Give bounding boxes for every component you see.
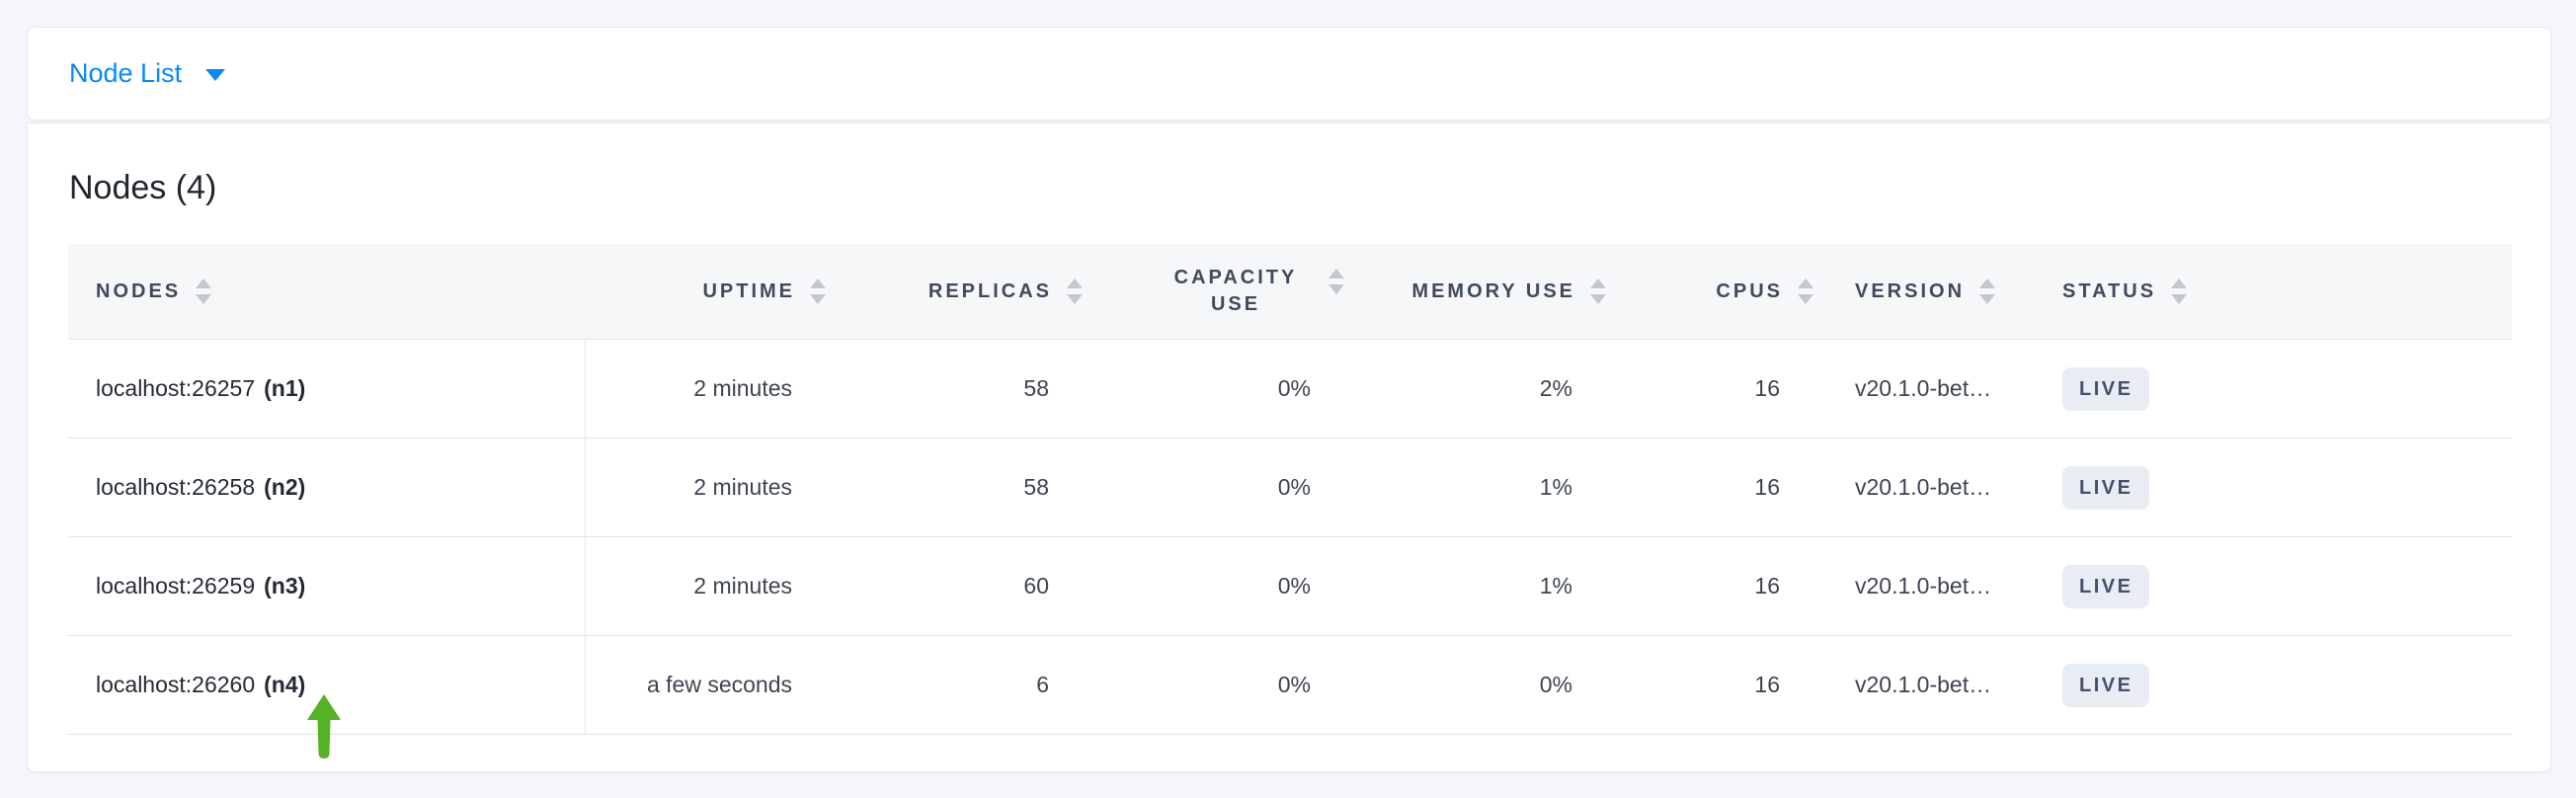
node-cell: localhost:26258 (n2) — [68, 438, 586, 537]
cpus-cell: 16 — [1616, 339, 1823, 439]
sort-icon — [1067, 279, 1083, 304]
sort-icon — [196, 279, 212, 304]
node-list-dropdown[interactable]: Node List — [69, 58, 226, 88]
status-cell: LIVE — [2051, 635, 2512, 735]
version-cell: v20.1.0-bet… — [1823, 536, 2051, 636]
capacity-use-cell: 0% — [1092, 438, 1354, 537]
cpus-cell: 16 — [1616, 536, 1823, 636]
node-address-link[interactable]: localhost:26257 — [96, 375, 256, 401]
status-cell: LIVE — [2051, 339, 2512, 439]
nodes-card: Nodes (4) NODES UPTIME — [27, 122, 2551, 772]
table-header-row: NODES UPTIME REPLICAS — [68, 244, 2512, 340]
column-label: VERSION — [1855, 279, 1966, 302]
status-cell: LIVE — [2051, 438, 2512, 537]
replicas-cell: 58 — [836, 438, 1092, 537]
status-badge: LIVE — [2062, 366, 2150, 411]
node-cell: localhost:26259 (n3) — [68, 536, 586, 636]
sort-icon — [1979, 279, 1996, 304]
version-cell: v20.1.0-bet… — [1823, 438, 2051, 537]
node-address-link[interactable]: localhost:26260 — [96, 672, 256, 697]
node-cell: localhost:26257 (n1) — [68, 339, 586, 439]
node-id: (n1) — [264, 375, 306, 401]
sort-icon — [2171, 279, 2188, 304]
node-list-table: NODES UPTIME REPLICAS — [68, 244, 2512, 735]
table-row-n3[interactable]: localhost:26259 (n3) 2 minutes 60 0% 1% 1… — [68, 536, 2512, 636]
node-id: (n4) — [264, 672, 306, 697]
replicas-cell: 58 — [836, 339, 1092, 439]
column-header-capacity-use[interactable]: CAPACITY USE — [1092, 244, 1354, 340]
column-header-status[interactable]: STATUS — [2051, 244, 2512, 340]
capacity-use-cell: 0% — [1092, 536, 1354, 636]
page-title: Nodes (4) — [69, 169, 217, 206]
uptime-cell: 2 minutes — [585, 438, 836, 537]
capacity-use-cell: 0% — [1092, 339, 1354, 439]
sort-icon — [1328, 269, 1344, 294]
node-list-dropdown-label: Node List — [69, 58, 183, 88]
table-row-n1[interactable]: localhost:26257 (n1) 2 minutes 58 0% 2% 1… — [68, 339, 2512, 439]
column-header-memory-use[interactable]: MEMORY USE — [1354, 244, 1616, 340]
sort-icon — [1798, 279, 1813, 304]
memory-use-cell: 0% — [1354, 635, 1616, 735]
column-header-nodes[interactable]: NODES — [68, 244, 585, 340]
node-address-link[interactable]: localhost:26258 — [96, 474, 256, 500]
cpus-cell: 16 — [1616, 438, 1823, 537]
column-header-uptime[interactable]: UPTIME — [585, 244, 836, 340]
column-label: STATUS — [2062, 279, 2157, 302]
sort-icon — [1590, 279, 1606, 304]
column-header-version[interactable]: VERSION — [1823, 244, 2051, 340]
capacity-use-cell: 0% — [1092, 635, 1354, 735]
column-header-cpus[interactable]: CPUS — [1616, 244, 1823, 340]
column-label: CAPACITY USE — [1173, 267, 1298, 315]
chevron-down-icon — [205, 69, 226, 81]
status-badge: LIVE — [2062, 663, 2150, 707]
node-address-link[interactable]: localhost:26259 — [96, 573, 256, 598]
uptime-cell: 2 minutes — [585, 339, 836, 439]
cpus-cell: 16 — [1616, 635, 1823, 735]
node-id: (n2) — [264, 474, 306, 500]
memory-use-cell: 1% — [1354, 438, 1616, 537]
column-label: UPTIME — [702, 279, 795, 302]
memory-use-cell: 1% — [1354, 536, 1616, 636]
replicas-cell: 6 — [836, 635, 1092, 735]
column-label: CPUS — [1716, 279, 1783, 302]
status-cell: LIVE — [2051, 536, 2512, 636]
column-label: NODES — [96, 279, 182, 302]
column-header-replicas[interactable]: REPLICAS — [836, 244, 1092, 340]
column-label: MEMORY USE — [1411, 279, 1575, 302]
version-cell: v20.1.0-bet… — [1823, 339, 2051, 439]
table-row-n4[interactable]: localhost:26260 (n4) a few seconds 6 0% 0… — [68, 635, 2512, 735]
replicas-cell: 60 — [836, 536, 1092, 636]
green-arrow-annotation-icon — [307, 694, 341, 758]
node-id: (n3) — [264, 573, 306, 598]
uptime-cell: 2 minutes — [585, 536, 836, 636]
status-badge: LIVE — [2062, 564, 2150, 608]
sort-icon — [810, 279, 826, 304]
memory-use-cell: 2% — [1354, 339, 1616, 439]
uptime-cell: a few seconds — [585, 635, 836, 735]
status-badge: LIVE — [2062, 465, 2150, 510]
column-label: REPLICAS — [927, 279, 1052, 302]
page-header-card: Node List — [27, 27, 2551, 120]
version-cell: v20.1.0-bet… — [1823, 635, 2051, 735]
table-row-n2[interactable]: localhost:26258 (n2) 2 minutes 58 0% 1% 1… — [68, 438, 2512, 537]
